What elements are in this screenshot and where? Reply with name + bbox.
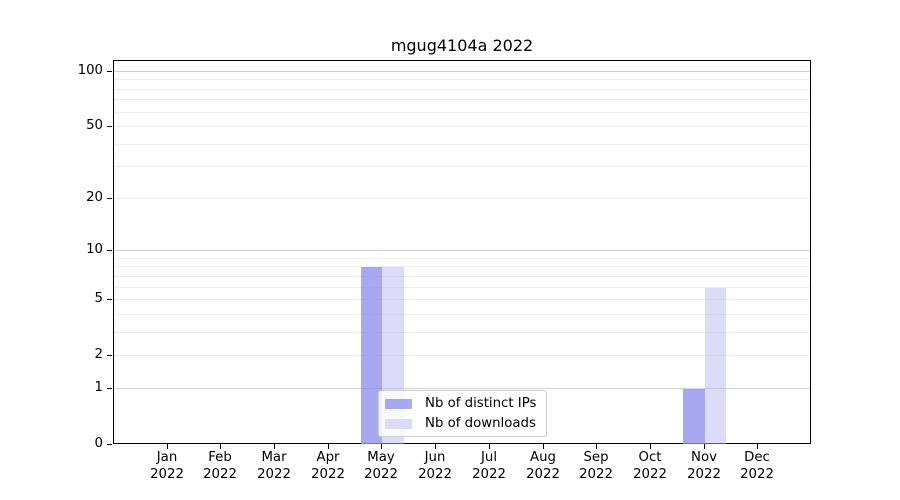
x-tick-label-line: 2022 <box>526 466 560 482</box>
x-tick-label-line: 2022 <box>311 466 345 482</box>
x-tick-label-line: 2022 <box>579 466 613 482</box>
x-tick-label: Dec 2022 <box>725 450 789 483</box>
x-tick-label-line: 2022 <box>633 466 667 482</box>
x-tick-label: Sep 2022 <box>564 450 628 483</box>
gridline-minor <box>114 79 810 80</box>
x-tick-label-line: Sep <box>583 450 609 465</box>
chart-title: mgug4104a 2022 <box>390 36 534 55</box>
x-tick-label-line: 2022 <box>418 466 452 482</box>
gridline-major <box>114 71 810 72</box>
gridline-minor <box>114 258 810 259</box>
x-tick-label: May 2022 <box>349 450 413 483</box>
x-tick-label-line: Jul <box>480 450 498 465</box>
x-tick-label: Nov 2022 <box>672 450 736 483</box>
bar-nb-of-distinct-ips <box>683 388 705 444</box>
gridline-minor <box>114 332 810 333</box>
gridline-minor <box>114 314 810 315</box>
x-tick-label-line: Feb <box>208 450 232 465</box>
legend: Nb of distinct IPs Nb of downloads <box>378 390 547 437</box>
x-tick-label-line: Aug <box>530 450 556 465</box>
x-tick-label-line: 2022 <box>472 466 506 482</box>
gridline-minor <box>114 287 810 288</box>
x-tick-label-line: Apr <box>316 450 340 465</box>
y-tick <box>107 388 112 389</box>
x-tick-label-line: 2022 <box>687 466 721 482</box>
y-tick <box>107 299 112 300</box>
legend-label-downloads: Nb of downloads <box>425 415 536 431</box>
x-tick-label-line: Jan <box>156 450 178 465</box>
x-tick <box>274 444 275 449</box>
x-tick <box>650 444 651 449</box>
x-tick <box>328 444 329 449</box>
x-tick-label: Aug 2022 <box>511 450 575 483</box>
gridline-major <box>114 250 810 251</box>
gridline-minor <box>114 166 810 167</box>
y-tick <box>107 444 112 445</box>
y-tick-label: 20 <box>86 190 103 205</box>
y-tick <box>107 250 112 251</box>
gridline-minor <box>114 355 810 356</box>
x-tick-label-line: Mar <box>261 450 287 465</box>
y-tick-label: 2 <box>94 347 103 362</box>
gridline-minor <box>114 276 810 277</box>
gridline-minor <box>114 144 810 145</box>
x-tick-label-line: 2022 <box>203 466 237 482</box>
legend-item-downloads: Nb of downloads <box>385 416 536 432</box>
x-tick <box>220 444 221 449</box>
y-tick-label: 10 <box>86 242 103 257</box>
x-tick-label: Jul 2022 <box>457 450 521 483</box>
gridline-minor <box>114 299 810 300</box>
x-tick-label: Feb 2022 <box>188 450 252 483</box>
x-tick-label-line: May <box>367 450 395 465</box>
x-tick-label-line: 2022 <box>740 466 774 482</box>
x-tick-label-line: 2022 <box>257 466 291 482</box>
gridline-minor <box>114 126 810 127</box>
legend-label-distinct-ips: Nb of distinct IPs <box>425 395 537 411</box>
x-tick-label: Oct 2022 <box>618 450 682 483</box>
bar-nb-of-distinct-ips <box>360 267 383 444</box>
x-tick <box>381 444 382 449</box>
x-tick-label-line: 2022 <box>150 466 184 482</box>
plot-area: Nb of distinct IPs Nb of downloads <box>113 60 811 444</box>
x-tick-label-line: 2022 <box>364 466 398 482</box>
legend-swatch-distinct-ips <box>385 398 412 409</box>
y-tick <box>107 126 112 127</box>
gridline-minor <box>114 89 810 90</box>
x-tick <box>757 444 758 449</box>
x-tick <box>543 444 544 449</box>
y-tick-label: 50 <box>86 118 103 133</box>
y-tick <box>107 71 112 72</box>
x-tick <box>704 444 705 449</box>
legend-item-distinct-ips: Nb of distinct IPs <box>385 396 536 412</box>
gridline-minor <box>114 99 810 100</box>
x-tick-label: Jun 2022 <box>403 450 467 483</box>
x-tick-label-line: Nov <box>691 450 717 465</box>
y-tick-label: 1 <box>94 380 103 395</box>
y-tick-label: 100 <box>77 63 103 78</box>
gridline-minor <box>114 198 810 199</box>
gridline-minor <box>114 112 810 113</box>
x-tick-label-line: Oct <box>638 450 662 465</box>
x-tick-label: Mar 2022 <box>242 450 306 483</box>
y-tick-label: 0 <box>94 436 103 451</box>
x-tick <box>435 444 436 449</box>
x-tick-label-line: Jun <box>424 450 446 465</box>
y-tick <box>107 355 112 356</box>
x-tick <box>489 444 490 449</box>
gridline-major <box>114 388 810 389</box>
x-tick <box>596 444 597 449</box>
bar-nb-of-downloads <box>704 287 727 444</box>
y-tick-label: 5 <box>94 291 103 306</box>
x-tick-label-line: Dec <box>744 450 770 465</box>
x-tick <box>167 444 168 449</box>
x-tick-label: Jan 2022 <box>135 450 199 483</box>
legend-swatch-downloads <box>385 418 412 429</box>
x-tick-label: Apr 2022 <box>296 450 360 483</box>
y-tick <box>107 198 112 199</box>
gridline-minor <box>114 266 810 267</box>
